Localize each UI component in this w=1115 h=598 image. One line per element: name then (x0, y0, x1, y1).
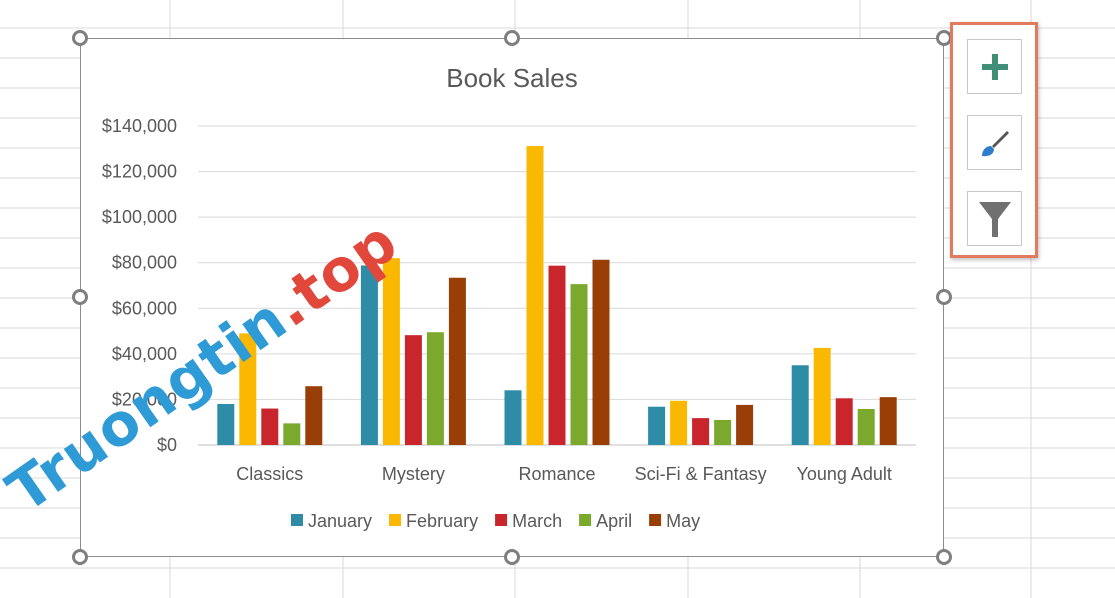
bar (670, 400, 688, 445)
bar (382, 258, 400, 445)
paintbrush-icon (981, 130, 1009, 156)
x-tick-label: Romance (518, 464, 595, 484)
bar (857, 408, 875, 445)
bar (426, 332, 444, 445)
x-tick-label: Mystery (382, 464, 445, 484)
bar (835, 398, 853, 445)
x-tick-label: Young Adult (796, 464, 891, 484)
chart-filters-button[interactable] (967, 191, 1022, 246)
plus-icon (981, 53, 1008, 80)
resize-handle[interactable] (936, 289, 952, 305)
chart-title[interactable]: Book Sales (446, 63, 578, 93)
legend-label: March (512, 511, 562, 531)
y-axis-tick-labels: $0 $20,000 $40,000 $60,000 $80,000 $100,000 $1… (102, 116, 177, 455)
resize-handle[interactable] (504, 549, 520, 565)
y-tick-label: $20,000 (112, 389, 177, 409)
bar (283, 423, 301, 445)
bar (692, 418, 710, 445)
bar (526, 146, 544, 445)
legend-swatch (649, 514, 662, 526)
y-tick-label: $100,000 (102, 207, 177, 227)
bar (305, 386, 323, 445)
resize-handle[interactable] (504, 30, 520, 46)
chart-bars (217, 146, 897, 445)
chart-legend[interactable]: January February March April May (291, 511, 700, 531)
bar (791, 365, 809, 445)
legend-label: April (596, 511, 632, 531)
bar (239, 333, 257, 445)
bar (548, 265, 566, 445)
x-tick-label: Classics (236, 464, 303, 484)
x-axis-tick-labels: Classics Mystery Romance Sci-Fi & Fantasy Yo… (236, 464, 892, 484)
chart-elements-button[interactable] (967, 39, 1022, 94)
resize-handle[interactable] (72, 289, 88, 305)
chart-area[interactable] (80, 38, 944, 557)
legend-swatch (579, 514, 592, 526)
bar (217, 403, 235, 445)
y-tick-label: $40,000 (112, 344, 177, 364)
bar (813, 347, 831, 445)
resize-handle[interactable] (72, 549, 88, 565)
legend-label: January (308, 511, 372, 531)
y-tick-label: $0 (157, 435, 177, 455)
legend-label: May (666, 511, 700, 531)
bar (592, 259, 610, 445)
legend-swatch (291, 514, 303, 526)
y-tick-label: $140,000 (102, 116, 177, 136)
resize-handle[interactable] (72, 30, 88, 46)
bar (648, 406, 666, 445)
x-tick-label: Sci-Fi & Fantasy (635, 464, 767, 484)
bar (404, 335, 422, 445)
bar (570, 284, 588, 445)
bar (261, 408, 279, 445)
y-tick-label: $80,000 (112, 253, 177, 273)
resize-handle[interactable] (936, 549, 952, 565)
legend-label: February (406, 511, 478, 531)
funnel-icon (978, 201, 1011, 237)
bar (879, 397, 897, 445)
bar (714, 419, 732, 445)
bar (736, 404, 754, 445)
legend-swatch (389, 514, 402, 526)
legend-swatch (495, 514, 508, 526)
bar (360, 265, 378, 445)
bar (504, 390, 522, 445)
bar (448, 277, 466, 445)
y-tick-label: $120,000 (102, 162, 177, 182)
y-tick-label: $60,000 (112, 298, 177, 318)
chart-tools-panel (950, 22, 1038, 258)
chart-styles-button[interactable] (967, 115, 1022, 170)
